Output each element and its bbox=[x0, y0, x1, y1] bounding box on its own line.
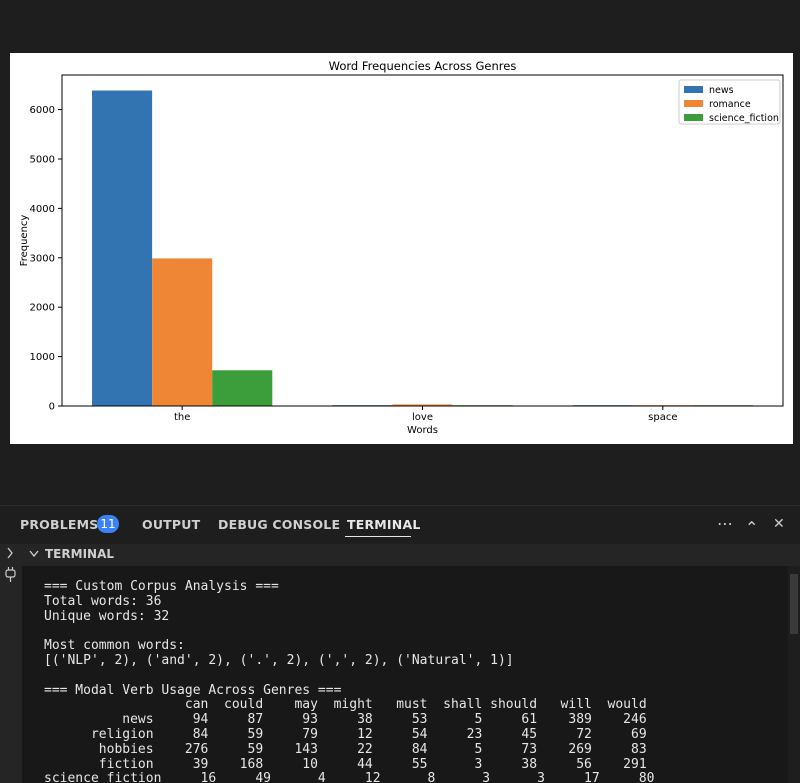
y-tick-label: 5000 bbox=[30, 154, 55, 165]
terminal-line: science_fiction 16 49 4 12 8 3 3 17 80 bbox=[44, 771, 655, 783]
y-tick-label: 1000 bbox=[30, 352, 55, 363]
terminal-line: fiction 39 168 10 44 55 3 38 56 291 bbox=[98, 756, 647, 772]
terminal-line: religion 84 59 79 12 54 23 45 72 69 bbox=[90, 726, 647, 742]
tab-output[interactable]: OUTPUT bbox=[142, 517, 201, 532]
expand-chevron-icon[interactable] bbox=[7, 547, 13, 559]
chart-title: Word Frequencies Across Genres bbox=[329, 59, 517, 73]
bar-science_fiction-the bbox=[212, 370, 273, 406]
x-axis-label: Words bbox=[407, 425, 438, 436]
tab-debug-console[interactable]: DEBUG CONSOLE bbox=[218, 517, 341, 532]
bar-romance-the bbox=[152, 258, 213, 406]
legend-swatch-news bbox=[684, 86, 703, 93]
terminal-side-strip bbox=[0, 544, 22, 783]
panel-tabs: PROBLEMS 11 OUTPUT DEBUG CONSOLE TERMINA… bbox=[0, 506, 800, 544]
terminal-line: Unique words: 32 bbox=[44, 608, 170, 624]
terminal-output[interactable]: === Custom Corpus Analysis === Total wor… bbox=[22, 566, 788, 783]
tab-terminal[interactable]: TERMINAL bbox=[347, 517, 421, 532]
active-tab-indicator bbox=[345, 536, 411, 537]
y-tick-label: 4000 bbox=[30, 204, 55, 215]
terminal-line: hobbies 276 59 143 22 84 5 73 269 83 bbox=[98, 741, 647, 757]
y-tick-label: 0 bbox=[49, 402, 55, 413]
section-title: TERMINAL bbox=[45, 547, 115, 561]
terminal-line: news 94 87 93 38 53 5 61 389 246 bbox=[122, 712, 647, 728]
legend-swatch-science_fiction bbox=[684, 114, 703, 121]
legend-label-science_fiction: science_fiction bbox=[709, 113, 779, 124]
chevron-down-icon bbox=[29, 550, 39, 558]
x-tick-label: the bbox=[174, 412, 190, 423]
editor-area: 0 1000 2000 3000 4000 5000 6000 the love space Wor… bbox=[10, 53, 793, 444]
tab-problems[interactable]: PROBLEMS bbox=[20, 517, 99, 532]
legend-label-news: news bbox=[709, 85, 734, 96]
y-axis-label: Frequency bbox=[19, 215, 30, 267]
bar-romance-love bbox=[392, 404, 453, 406]
problems-badge: 11 bbox=[97, 515, 119, 533]
y-tick-label: 2000 bbox=[30, 303, 55, 314]
terminal-text: === Custom Corpus Analysis === Total wor… bbox=[44, 579, 655, 783]
maximize-panel-icon[interactable]: ⌃ bbox=[745, 518, 759, 537]
terminal-scrollbar[interactable] bbox=[788, 566, 800, 783]
more-actions-icon[interactable]: ⋯ bbox=[717, 514, 733, 533]
terminal-line: === Custom Corpus Analysis === bbox=[44, 579, 279, 594]
close-panel-icon[interactable]: ✕ bbox=[773, 516, 785, 532]
terminal-section-header[interactable]: TERMINAL bbox=[22, 544, 800, 566]
scrollbar-thumb[interactable] bbox=[790, 574, 798, 634]
chart-figure: 0 1000 2000 3000 4000 5000 6000 the love space Wor… bbox=[10, 53, 793, 444]
bar-news-the bbox=[92, 90, 153, 406]
legend-label-romance: romance bbox=[709, 99, 751, 110]
bar-chart: 0 1000 2000 3000 4000 5000 6000 the love space Wor… bbox=[19, 59, 784, 436]
bottom-panel: PROBLEMS 11 OUTPUT DEBUG CONSOLE TERMINA… bbox=[0, 505, 800, 783]
legend-box bbox=[678, 79, 781, 125]
y-tick-label: 6000 bbox=[30, 105, 55, 116]
terminal-line: === Modal Verb Usage Across Genres === bbox=[44, 682, 342, 698]
terminal-line: can could may might must shall should wi… bbox=[184, 697, 647, 713]
terminal-line: Total words: 36 bbox=[44, 593, 162, 609]
terminal-line: [('NLP', 2), ('and', 2), ('.', 2), (',',… bbox=[44, 652, 514, 668]
terminal-line: Most common words: bbox=[44, 638, 185, 654]
legend-swatch-romance bbox=[684, 100, 703, 107]
y-tick-label: 3000 bbox=[30, 253, 55, 264]
plug-icon[interactable] bbox=[5, 567, 16, 582]
x-tick-label: love bbox=[412, 412, 433, 423]
x-tick-label: space bbox=[648, 412, 677, 423]
